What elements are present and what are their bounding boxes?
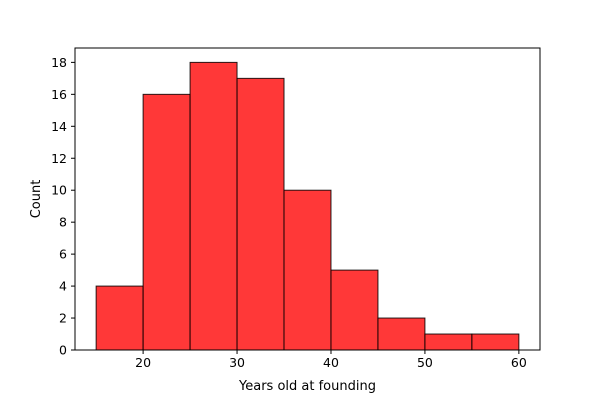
histogram-bar-0 — [95, 285, 144, 351]
histogram-bar-1 — [142, 93, 191, 351]
y-tick-label: 6 — [59, 247, 67, 262]
x-tick-label: 30 — [229, 355, 245, 370]
x-tick-label: 20 — [135, 355, 151, 370]
y-tick-label: 0 — [59, 343, 67, 358]
y-axis-label: Count — [29, 180, 44, 219]
x-tick-label: 50 — [417, 355, 433, 370]
x-axis-ticks: 20 30 40 50 60 — [135, 350, 527, 370]
y-tick-label: 4 — [59, 279, 67, 294]
x-axis-label: Years old at founding — [238, 379, 376, 394]
y-tick-label: 8 — [59, 215, 67, 230]
histogram-bar-6 — [377, 317, 426, 351]
histogram-bar-2 — [189, 61, 238, 351]
y-tick-label: 18 — [51, 55, 67, 70]
y-tick-label: 14 — [51, 119, 67, 134]
histogram-bar-7 — [424, 333, 473, 351]
x-tick-label: 60 — [511, 355, 527, 370]
histogram-bar-5 — [330, 269, 379, 351]
plot-frame — [74, 47, 541, 351]
histogram-bar-8 — [471, 333, 520, 351]
bars-group — [95, 61, 520, 351]
histogram-bar-4 — [283, 189, 332, 351]
y-tick-label: 16 — [51, 87, 67, 102]
x-tick-label: 40 — [323, 355, 339, 370]
y-tick-label: 12 — [51, 151, 67, 166]
y-tick-label: 2 — [59, 311, 67, 326]
histogram-bar-3 — [236, 77, 285, 351]
y-axis-ticks: 0 2 4 6 8 10 12 14 16 18 — [51, 55, 75, 358]
y-tick-label: 10 — [51, 183, 67, 198]
